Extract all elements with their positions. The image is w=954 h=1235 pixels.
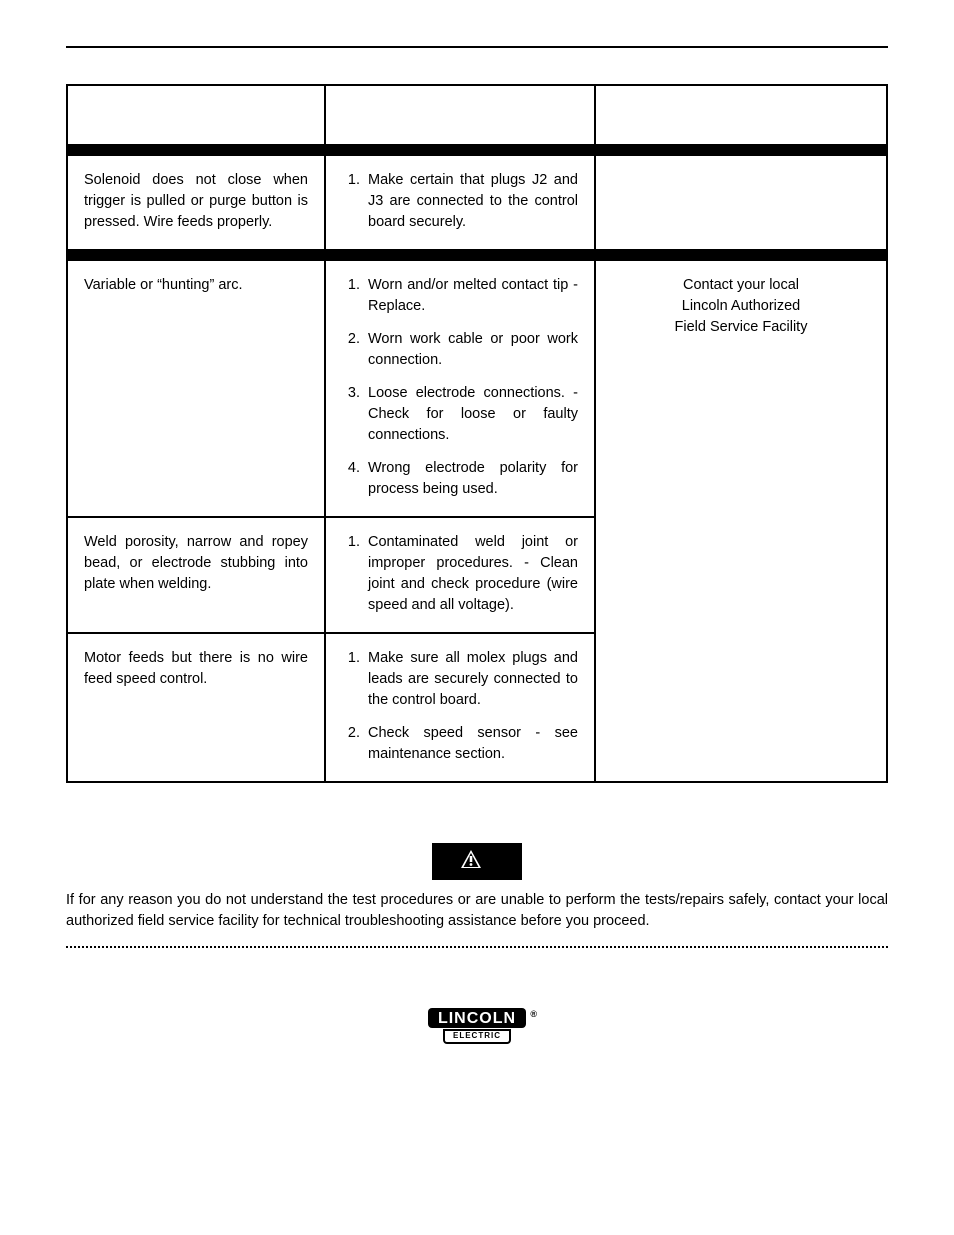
caution-text: If for any reason you do not understand … [66, 890, 888, 932]
contact-line: Field Service Facility [612, 317, 870, 338]
contact-cell: Contact your local Lincoln Authorized Fi… [595, 261, 887, 782]
logo-top: LINCOLN ® [428, 1008, 526, 1028]
cause-list: Make certain that plugs J2 and J3 are co… [342, 170, 578, 233]
cause-item: Make certain that plugs J2 and J3 are co… [364, 170, 578, 233]
cause-cell: Make sure all molex plugs and leads are … [325, 633, 595, 782]
problem-cell: Weld porosity, narrow and ropey bead, or… [67, 517, 325, 633]
table-band-1 [67, 144, 887, 156]
lincoln-logo: LINCOLN ® ELECTRIC [66, 1008, 888, 1044]
cause-list: Make sure all molex plugs and leads are … [342, 648, 578, 765]
cause-item: Worn work cable or poor work connection. [364, 329, 578, 371]
cause-item: Wrong electrode polarity for process bei… [364, 458, 578, 500]
cause-list: Worn and/or melted contact tip -Replace.… [342, 275, 578, 500]
problem-text: Weld porosity, narrow and ropey bead, or… [84, 534, 308, 592]
contact-line: Contact your local [612, 275, 870, 296]
cause-item: Worn and/or melted contact tip -Replace. [364, 275, 578, 317]
table-row: Variable or “hunting” arc. Worn and/or m… [67, 261, 887, 517]
cause-cell: Contaminated weld joint or improper proc… [325, 517, 595, 633]
table-header-row [67, 85, 887, 144]
registered-mark: ® [530, 1010, 538, 1019]
problem-text: Motor feeds but there is no wire feed sp… [84, 650, 308, 687]
problem-text: Variable or “hunting” arc. [84, 277, 243, 293]
problem-cell: Solenoid does not close when trigger is … [67, 156, 325, 249]
cause-cell: Worn and/or melted contact tip -Replace.… [325, 261, 595, 517]
contact-line: Lincoln Authorized [612, 296, 870, 317]
top-rule [66, 22, 888, 48]
cause-item: Contaminated weld joint or improper proc… [364, 532, 578, 616]
table-band-2 [67, 249, 887, 261]
problem-cell: Variable or “hunting” arc. [67, 261, 325, 517]
action-cell [595, 156, 887, 249]
warning-icon [448, 849, 494, 874]
dotted-rule [66, 946, 888, 948]
caution-section: If for any reason you do not understand … [66, 843, 888, 948]
cause-item: Make sure all molex plugs and leads are … [364, 648, 578, 711]
page: Solenoid does not close when trigger is … [0, 0, 954, 1235]
problem-cell: Motor feeds but there is no wire feed sp… [67, 633, 325, 782]
cause-cell: Make certain that plugs J2 and J3 are co… [325, 156, 595, 249]
logo-top-text: LINCOLN [438, 1010, 516, 1027]
table-row: Solenoid does not close when trigger is … [67, 156, 887, 249]
cause-list: Contaminated weld joint or improper proc… [342, 532, 578, 616]
cause-item: Check speed sensor - see maintenance sec… [364, 723, 578, 765]
caution-header [432, 843, 522, 880]
cause-item: Loose electrode connect­ions. -Check for… [364, 383, 578, 446]
problem-text: Solenoid does not close when trigger is … [84, 172, 308, 230]
troubleshooting-table: Solenoid does not close when trigger is … [66, 84, 888, 783]
logo-bottom: ELECTRIC [443, 1029, 511, 1044]
